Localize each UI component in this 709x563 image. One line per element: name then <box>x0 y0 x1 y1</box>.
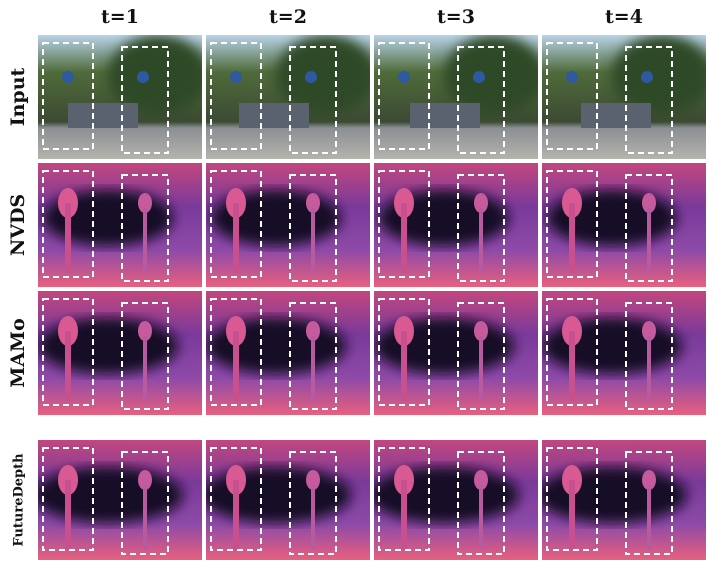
image-content <box>38 163 202 287</box>
image-content <box>374 291 538 415</box>
figure: t=1 t=2 t=3 t=4 Input NVDS MAMo FutureDepth <box>0 0 709 563</box>
image-panel <box>542 35 709 159</box>
image-content <box>369 440 538 560</box>
image-panel <box>38 35 208 159</box>
dark-region <box>201 467 351 523</box>
pole-depth <box>569 331 575 401</box>
image-panel <box>206 35 376 159</box>
dark-region <box>33 467 183 523</box>
image-panel <box>542 291 706 415</box>
image-content <box>206 291 370 415</box>
pole-depth <box>311 485 315 550</box>
image-panel <box>206 291 370 415</box>
pole-depth <box>311 336 315 401</box>
sign <box>473 71 485 83</box>
image-panel <box>38 163 202 287</box>
image-panel <box>206 163 370 287</box>
image-content <box>542 163 706 287</box>
pole-depth <box>401 331 407 401</box>
truck <box>239 103 309 128</box>
pole-depth <box>569 203 575 273</box>
pole-depth <box>233 203 239 273</box>
image-panel <box>38 291 202 415</box>
row-label: MAMo <box>7 318 29 387</box>
pole-depth <box>401 480 407 550</box>
pole-depth <box>479 336 483 401</box>
pole-depth <box>233 480 239 550</box>
image-panel <box>374 35 544 159</box>
sign <box>641 71 653 83</box>
column-header: t=2 <box>269 6 307 28</box>
image-content <box>201 440 370 560</box>
image-panel <box>369 440 538 560</box>
row-label: Input <box>7 67 29 126</box>
column-header: t=4 <box>605 6 643 28</box>
truck <box>410 103 480 128</box>
pole-depth <box>143 336 147 401</box>
dark-region <box>369 467 519 523</box>
image-panel <box>201 440 370 560</box>
pole-depth <box>233 331 239 401</box>
column-header: t=3 <box>437 6 475 28</box>
sign <box>230 71 242 83</box>
image-panel <box>542 163 706 287</box>
pole-depth <box>647 208 651 273</box>
image-content <box>542 291 706 415</box>
pole-depth <box>401 203 407 273</box>
image-panel <box>537 440 706 560</box>
dark-region <box>537 467 687 523</box>
image-content <box>206 163 370 287</box>
sign <box>305 71 317 83</box>
pole-depth <box>143 208 147 273</box>
image-panel <box>374 163 538 287</box>
image-content <box>537 440 706 560</box>
column-header: t=1 <box>101 6 139 28</box>
pole-depth <box>569 480 575 550</box>
pole-depth <box>65 203 71 273</box>
image-panel <box>33 440 202 560</box>
sign <box>566 71 578 83</box>
pole-depth <box>647 485 651 550</box>
truck <box>581 103 651 128</box>
pole-depth <box>143 485 147 550</box>
pole-depth <box>311 208 315 273</box>
image-content <box>33 440 202 560</box>
row-label: NVDS <box>7 194 29 256</box>
pole-depth <box>65 480 71 550</box>
sign <box>62 71 74 83</box>
sign <box>398 71 410 83</box>
sign <box>137 71 149 83</box>
image-panel <box>374 291 538 415</box>
pole-depth <box>65 331 71 401</box>
image-content <box>374 163 538 287</box>
truck <box>68 103 138 128</box>
pole-depth <box>479 485 483 550</box>
image-content <box>38 291 202 415</box>
pole-depth <box>479 208 483 273</box>
row-label: FutureDepth <box>12 453 27 547</box>
pole-depth <box>647 336 651 401</box>
